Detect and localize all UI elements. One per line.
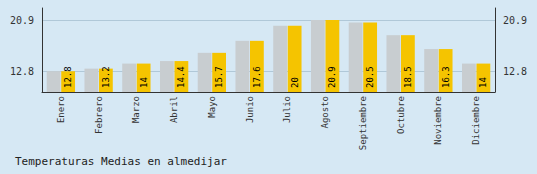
svg-text:13.2: 13.2 [101,66,111,88]
svg-text:20.9: 20.9 [327,66,337,88]
svg-text:20.9: 20.9 [503,15,527,26]
svg-text:15.7: 15.7 [214,66,224,88]
svg-text:20.9: 20.9 [10,15,34,26]
svg-text:12.8: 12.8 [63,66,73,88]
svg-text:17.6: 17.6 [252,66,262,88]
svg-text:14: 14 [139,77,149,88]
svg-text:12.8: 12.8 [503,66,527,77]
svg-text:14: 14 [478,77,488,88]
svg-text:Junio: Junio [245,96,255,123]
svg-text:Mayo: Mayo [207,96,217,118]
svg-text:14.4: 14.4 [176,66,186,88]
svg-text:20: 20 [290,77,300,88]
svg-text:Agosto: Agosto [320,96,330,129]
svg-text:18.5: 18.5 [403,66,413,88]
svg-text:20.5: 20.5 [365,66,375,88]
svg-text:Febrero: Febrero [94,96,104,134]
svg-text:Abril: Abril [169,96,179,123]
svg-text:16.3: 16.3 [441,66,451,88]
svg-text:Marzo: Marzo [131,96,141,123]
svg-text:Octubre: Octubre [396,96,406,134]
svg-text:12.8: 12.8 [10,66,34,77]
svg-text:Enero: Enero [56,96,66,123]
svg-text:Diciembre: Diciembre [471,96,481,145]
svg-text:Julio: Julio [282,96,292,123]
svg-text:Temperaturas Medias en almedij: Temperaturas Medias en almedijar [15,155,227,168]
svg-text:Septiembre: Septiembre [358,96,368,150]
svg-text:Noviembre: Noviembre [433,96,443,145]
